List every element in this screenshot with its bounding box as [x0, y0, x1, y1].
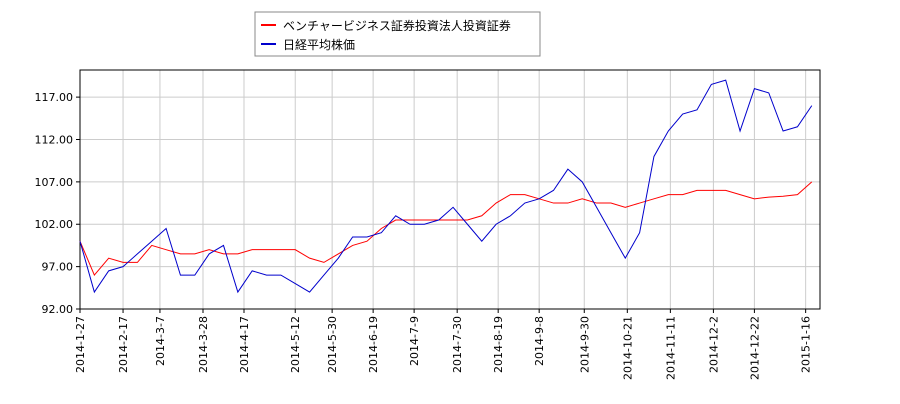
- x-tick-label: 2014-4-17: [238, 316, 251, 373]
- x-tick-label: 2014-7-9: [408, 316, 421, 366]
- x-tick-label: 2014-10-21: [621, 316, 634, 380]
- y-tick-label: 97.00: [42, 261, 74, 274]
- x-tick-label: 2014-5-30: [326, 316, 339, 373]
- x-tick-label: 2014-3-28: [197, 316, 210, 373]
- x-tick-label: 2014-12-22: [748, 316, 761, 380]
- x-tick-label: 2015-1-16: [800, 316, 813, 373]
- x-tick-label: 2014-8-19: [492, 316, 505, 373]
- x-tick-label: 2014-5-12: [289, 316, 302, 373]
- x-tick-label: 2014-2-17: [117, 316, 130, 373]
- x-tick-label: 2014-12-2: [707, 316, 720, 373]
- x-tick-label: 2014-3-7: [154, 316, 167, 366]
- x-tick-label: 2014-7-30: [451, 316, 464, 373]
- y-tick-label: 112.00: [35, 133, 74, 146]
- legend-label: ベンチャービジネス証券投資法人投資証券: [283, 18, 511, 33]
- legend-box: [254, 11, 541, 57]
- legend-label: 日経平均株価: [283, 37, 355, 52]
- x-tick-label: 2014-1-27: [74, 316, 87, 373]
- series-line: [79, 181, 813, 277]
- x-tick-label: 2014-9-30: [578, 316, 591, 373]
- x-tick-label: 2014-9-8: [533, 316, 546, 366]
- y-tick-label: 92.00: [42, 303, 74, 316]
- plot-frame: [79, 69, 821, 310]
- y-tick-label: 117.00: [35, 91, 74, 104]
- series-line: [79, 79, 813, 294]
- y-tick-label: 107.00: [35, 176, 74, 189]
- x-tick-label: 2014-11-11: [664, 316, 677, 380]
- y-tick-label: 102.00: [35, 218, 74, 231]
- x-tick-label: 2014-6-19: [367, 316, 380, 373]
